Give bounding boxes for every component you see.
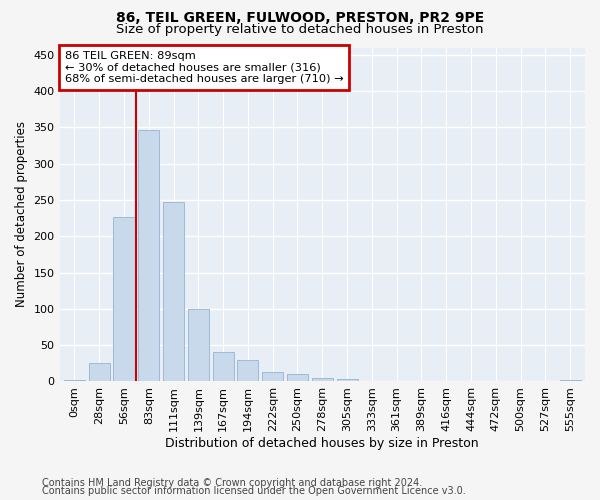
Bar [337,378,358,382]
Text: Contains HM Land Registry data © Crown copyright and database right 2024.: Contains HM Land Registry data © Crown c… [42,478,422,488]
Bar [238,360,259,382]
Bar [262,372,283,382]
Bar [560,380,581,382]
Bar [212,352,233,382]
Bar [89,364,110,382]
Text: 86 TEIL GREEN: 89sqm
← 30% of detached houses are smaller (316)
68% of semi-deta: 86 TEIL GREEN: 89sqm ← 30% of detached h… [65,51,343,84]
Bar [287,374,308,382]
Bar [138,130,160,382]
Bar [188,309,209,382]
Bar [361,380,382,382]
Y-axis label: Number of detached properties: Number of detached properties [15,122,28,308]
Bar [411,380,432,382]
Bar [312,378,333,382]
Bar [163,202,184,382]
Bar [460,380,482,382]
Text: Size of property relative to detached houses in Preston: Size of property relative to detached ho… [116,22,484,36]
X-axis label: Distribution of detached houses by size in Preston: Distribution of detached houses by size … [166,437,479,450]
Bar [64,380,85,382]
Bar [113,216,134,382]
Text: Contains public sector information licensed under the Open Government Licence v3: Contains public sector information licen… [42,486,466,496]
Text: 86, TEIL GREEN, FULWOOD, PRESTON, PR2 9PE: 86, TEIL GREEN, FULWOOD, PRESTON, PR2 9P… [116,11,484,25]
